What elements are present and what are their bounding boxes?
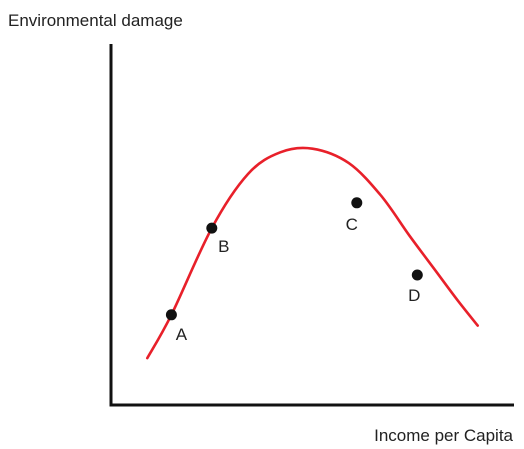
x-axis-title: Income per Capita [374, 426, 513, 445]
point-a-label: A [176, 325, 188, 344]
point-c-label: C [346, 215, 358, 234]
point-b-label: B [218, 237, 229, 256]
point-a-marker [165, 309, 177, 321]
point-d-marker [411, 269, 423, 281]
point-b-marker [206, 222, 218, 234]
environmental-kuznets-curve [146, 146, 479, 360]
y-axis-title: Environmental damage [8, 11, 183, 30]
points-layer: A B C D [165, 197, 423, 344]
point-c-marker [351, 197, 363, 209]
point-d-label: D [408, 286, 420, 305]
